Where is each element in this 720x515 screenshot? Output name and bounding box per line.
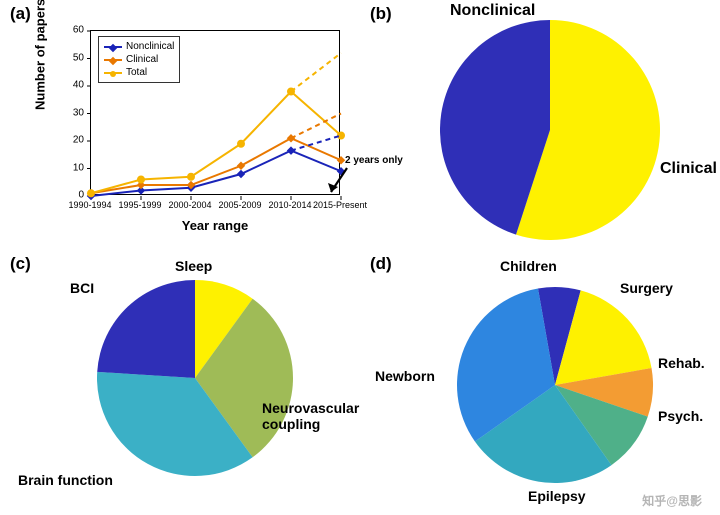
panel-a-label: (a) [10, 4, 31, 24]
ytick-label: 50 [64, 52, 84, 63]
legend-swatch-icon [104, 72, 122, 74]
panel-c: (c) SleepNeurovascular couplingBrain fun… [0, 250, 360, 510]
ytick-label: 20 [64, 135, 84, 146]
legend-label: Nonclinical [126, 41, 174, 52]
xtick-label: 2010-2014 [268, 200, 311, 210]
ytick-label: 40 [64, 80, 84, 91]
pie-slice-label: Rehab. [658, 355, 705, 371]
pie-slice-label: BCI [70, 280, 94, 296]
legend-swatch-icon [104, 46, 122, 48]
ytick-label: 0 [64, 190, 84, 201]
panel-a-xlabel: Year range [90, 218, 340, 233]
panel-b: (b) ClinicalNonclinical [360, 0, 720, 250]
figure-grid: (a) Number of papers 0 10 20 30 40 50 60 1990-… [0, 0, 720, 515]
legend-label: Total [126, 67, 147, 78]
pie-chart-b [360, 0, 720, 250]
ytick-label: 60 [64, 25, 84, 36]
ytick-label: 10 [64, 162, 84, 173]
xticks: 1990-19941995-19992000-20042005-20092010… [90, 200, 340, 216]
pie-slice-label: Children [500, 258, 557, 274]
panel-d: (d) ChildrenSurgeryRehab.Psych.EpilepsyN… [360, 250, 720, 510]
pie-slice-label: Surgery [620, 280, 673, 296]
legend-item: Total [104, 66, 174, 79]
xtick-label: 2000-2004 [168, 200, 211, 210]
annotation-arrow-icon [319, 168, 359, 218]
pie-slice-label: Brain function [18, 472, 128, 488]
legend-box: Nonclinical Clinical Total [98, 36, 180, 83]
pie-slice-label: Neurovascular coupling [262, 400, 372, 432]
panel-a: (a) Number of papers 0 10 20 30 40 50 60 1990-… [0, 0, 360, 250]
panel-a-ylabel: Number of papers [33, 0, 48, 110]
pie-slice [97, 280, 195, 378]
ytick-label: 30 [64, 107, 84, 118]
xtick-label: 2005-2009 [218, 200, 261, 210]
pie-slice-label: Newborn [375, 368, 435, 384]
legend-item: Nonclinical [104, 40, 174, 53]
xtick-label: 1990-1994 [68, 200, 111, 210]
legend-swatch-icon [104, 59, 122, 61]
pie-slice-label: Clinical [660, 160, 717, 178]
legend-item: Clinical [104, 53, 174, 66]
pie-slice-label: Sleep [175, 258, 212, 274]
legend-label: Clinical [126, 54, 158, 65]
yticks: 0102030405060 [60, 30, 86, 195]
pie-chart-c [0, 250, 360, 510]
xtick-label: 1995-1999 [118, 200, 161, 210]
pie-slice-label: Nonclinical [450, 2, 535, 20]
pie-slice-label: Psych. [658, 408, 703, 424]
pie-slice-label: Epilepsy [528, 488, 586, 504]
